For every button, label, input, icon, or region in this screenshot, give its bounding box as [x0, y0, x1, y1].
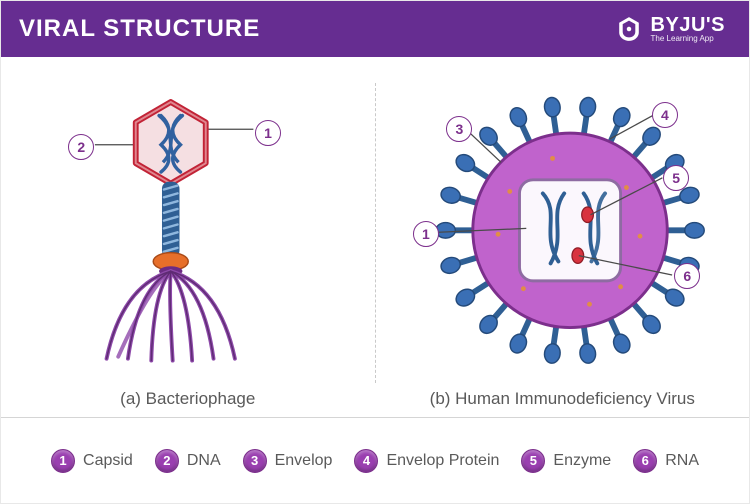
legend-item-enzyme: 5 Enzyme [521, 449, 611, 473]
legend-badge: 3 [243, 449, 267, 473]
panel-bacteriophage: 1 2 (a) Bacteriophage [1, 67, 375, 417]
legend-row: 1 Capsid 2 DNA 3 Envelop 4 Envelop Prote… [1, 417, 749, 503]
sheath-icon [162, 182, 180, 258]
panel-hiv: 3 4 5 1 6 (b) Human Immunodeficiency Vir… [376, 67, 750, 417]
legend-item-capsid: 1 Capsid [51, 449, 133, 473]
legend-label: RNA [665, 452, 699, 470]
label-4: 4 [652, 102, 678, 128]
legend-item-rna: 6 RNA [633, 449, 699, 473]
legend-item-envelop-protein: 4 Envelop Protein [354, 449, 499, 473]
legend-label: Envelop Protein [386, 452, 499, 470]
legend-label: DNA [187, 452, 221, 470]
logo-tagline: The Learning App [651, 35, 725, 43]
label-5: 5 [663, 165, 689, 191]
bacteriophage-diagram [1, 67, 375, 417]
page-title: VIRAL STRUCTURE [19, 15, 260, 43]
byjus-logo-icon [615, 15, 643, 43]
legend-badge: 6 [633, 449, 657, 473]
legend-item-dna: 2 DNA [155, 449, 221, 473]
legend-label: Enzyme [553, 452, 611, 470]
logo-name: BYJU'S [651, 15, 725, 35]
legend-label: Capsid [83, 452, 133, 470]
legend-badge: 1 [51, 449, 75, 473]
label-1b: 1 [413, 221, 439, 247]
logo: BYJU'S The Learning App [615, 15, 725, 43]
legend-badge: 5 [521, 449, 545, 473]
infographic-card: VIRAL STRUCTURE BYJU'S The Learning App [0, 0, 750, 504]
legend-badge: 2 [155, 449, 179, 473]
legend-item-envelop: 3 Envelop [243, 449, 333, 473]
legend-label: Envelop [275, 452, 333, 470]
diagrams-row: 1 2 (a) Bacteriophage [1, 57, 749, 417]
caption-right: (b) Human Immunodeficiency Virus [376, 389, 750, 409]
label-2: 2 [68, 134, 94, 160]
label-1: 1 [255, 120, 281, 146]
caption-left: (a) Bacteriophage [1, 389, 375, 409]
legend-badge: 4 [354, 449, 378, 473]
header-bar: VIRAL STRUCTURE BYJU'S The Learning App [1, 1, 749, 57]
